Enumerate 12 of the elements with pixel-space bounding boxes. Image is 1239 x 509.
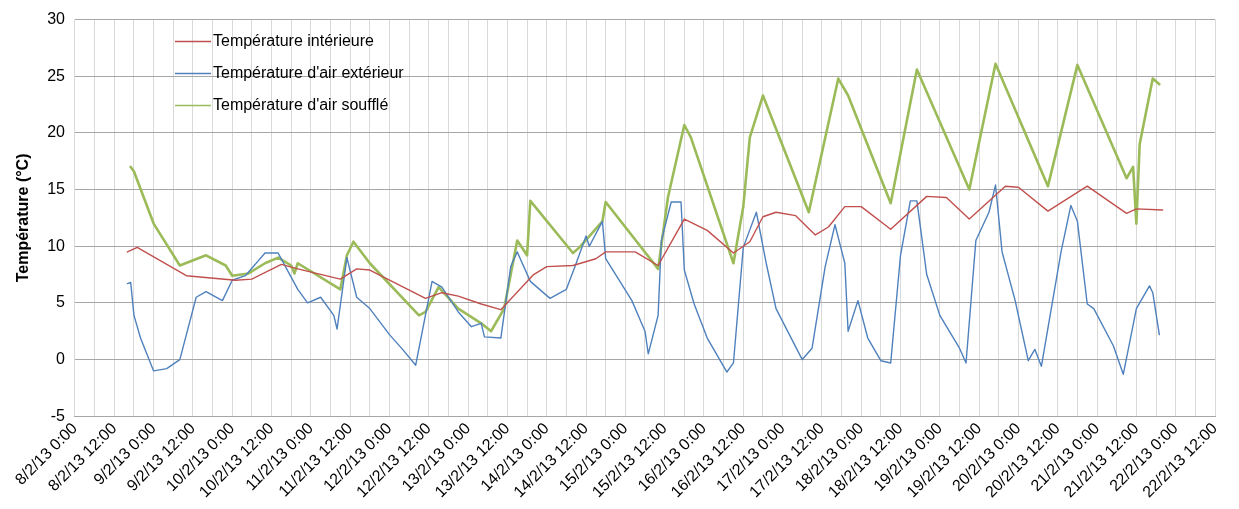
y-tick-label: 30 [47,10,66,28]
y-tick-label: 10 [47,236,66,254]
y-tick-label: 20 [47,123,66,141]
y-tick-label: 0 [56,349,66,367]
y-tick-label: 25 [47,66,66,84]
legend-label: Température intérieure [213,32,375,50]
y-tick-label: -5 [50,406,66,424]
y-axis-title: Température (°C) [14,153,32,283]
legend-label: Température d'air soufflé [213,96,389,114]
y-tick-label: 5 [56,293,66,311]
y-tick-label: 15 [47,179,66,197]
legend-label: Température d'air extérieur [213,64,405,82]
